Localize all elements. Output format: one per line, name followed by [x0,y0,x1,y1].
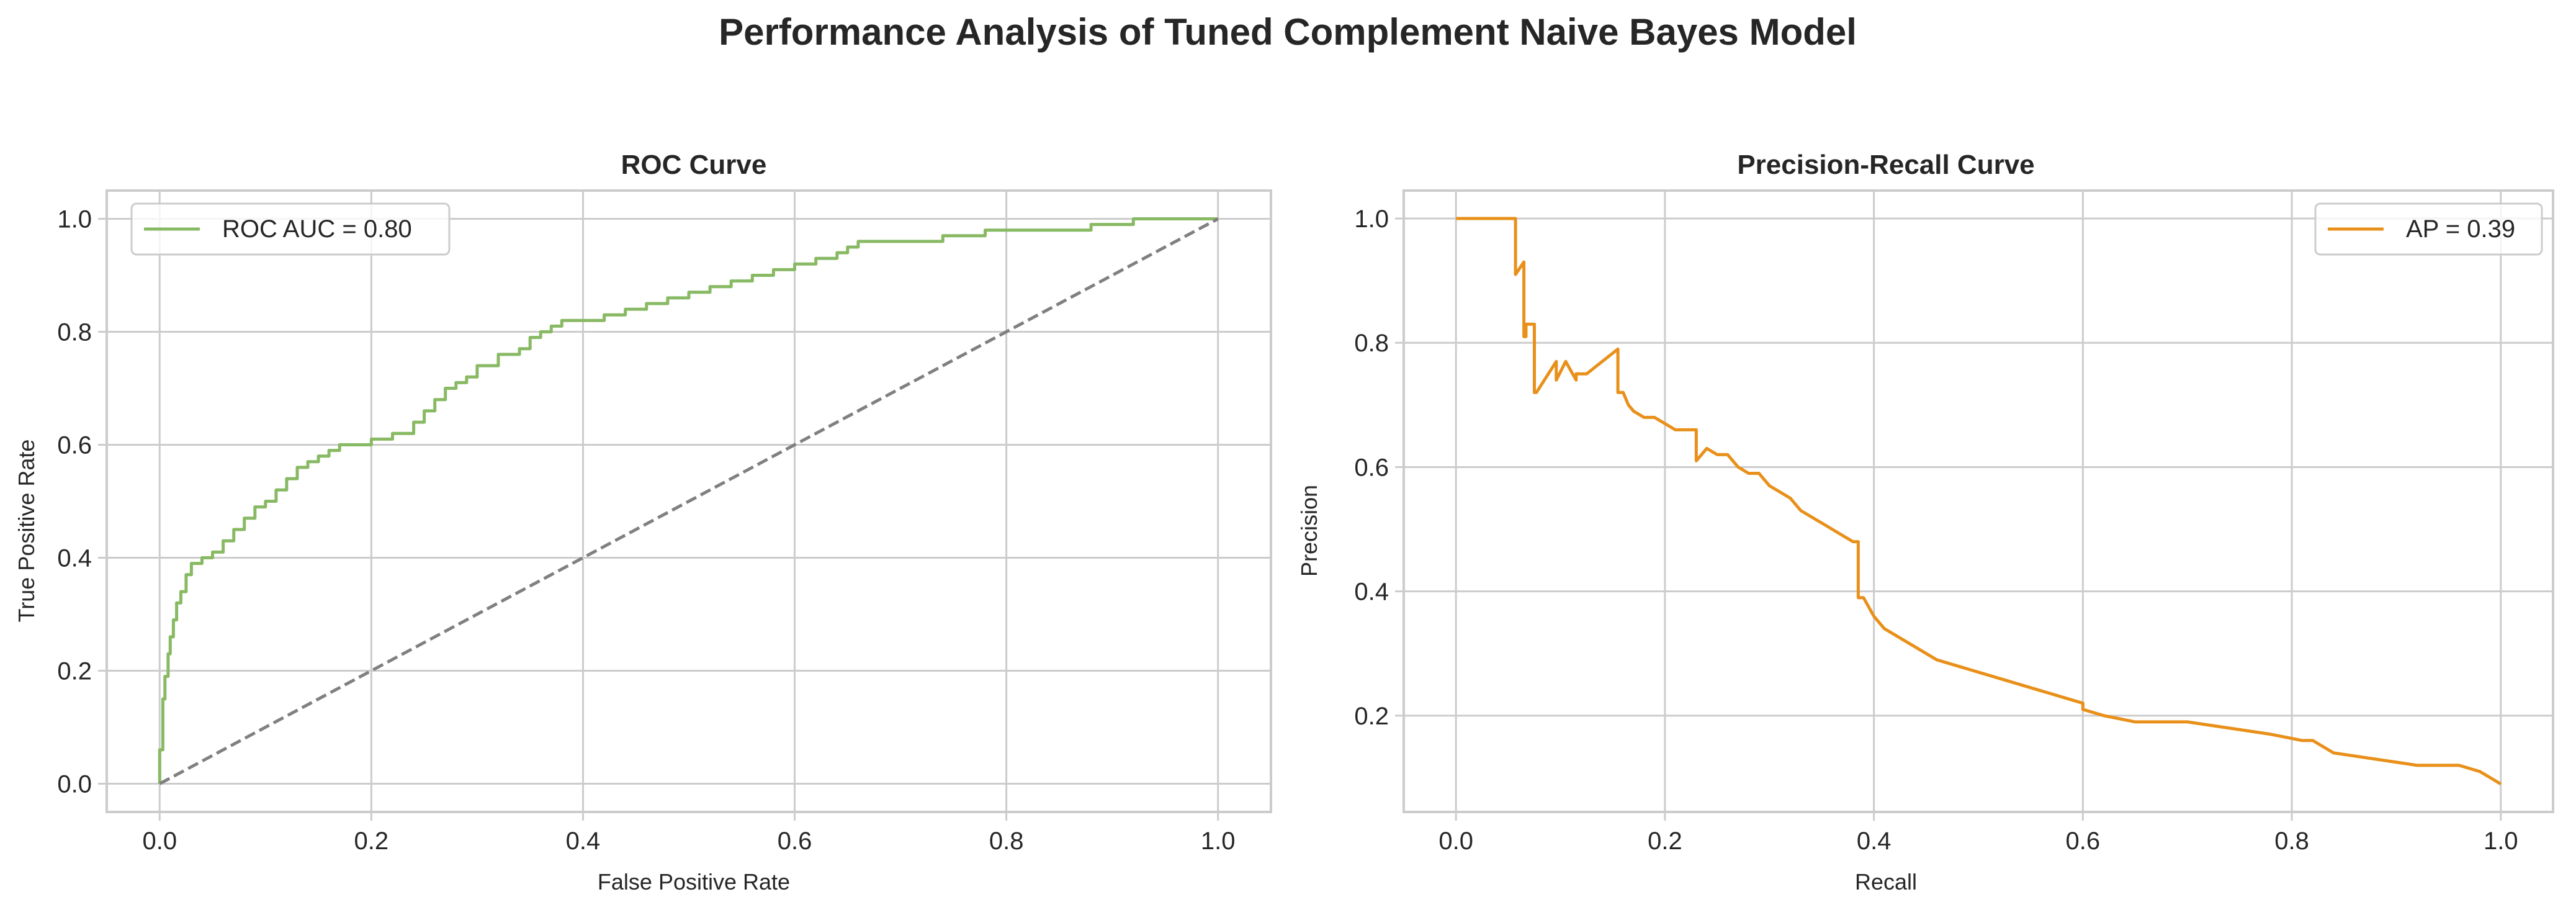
roc-y-ticks: 0.0 0.2 0.4 0.6 0.8 1.0 [57,206,107,798]
pr-x-tick-label: 0.4 [1857,827,1892,855]
roc-grid [107,191,1271,812]
roc-legend: ROC AUC = 0.80 [130,202,451,256]
pr-y-tick-label: 0.8 [1354,330,1389,357]
pr-y-ticks: 0.2 0.4 0.6 0.8 1.0 [1354,205,1404,730]
pr-x-tick-label: 0.6 [2066,827,2101,855]
roc-legend-label: ROC AUC = 0.80 [222,215,412,243]
roc-curve-line [158,217,1218,784]
pr-legend: AP = 0.39 [2314,202,2543,256]
pr-plot-frame [1402,189,2554,813]
roc-y-tick-label: 0.2 [57,658,92,685]
roc-chart-title: ROC Curve [621,150,767,180]
roc-x-tick-label: 0.6 [778,827,812,855]
pr-chart: Precision-Recall Curve 0.0 0.2 0.4 0.6 0.8 1.… [1296,150,2554,895]
pr-chart-title: Precision-Recall Curve [1737,150,2034,180]
pr-x-tick-label: 1.0 [2484,827,2518,855]
figure-title: Performance Analysis of Tuned Complement… [719,11,1857,53]
roc-x-ticks: 0.0 0.2 0.4 0.6 0.8 1.0 [142,812,1236,855]
roc-x-tick-label: 1.0 [1201,827,1236,855]
roc-x-tick-label: 0.2 [354,827,389,855]
roc-x-axis-label: False Positive Rate [598,869,790,895]
pr-y-tick-label: 0.6 [1354,454,1389,481]
pr-y-tick-label: 0.2 [1354,703,1389,730]
roc-y-tick-label: 1.0 [57,206,92,233]
pr-curve-line [1456,217,2502,786]
roc-y-tick-label: 0.8 [57,319,92,346]
pr-legend-label: AP = 0.39 [2406,215,2515,243]
roc-chart: ROC Curve 0.0 0.2 0.4 0.6 0.8 1.0 0.00.20.40.… [14,150,1272,895]
pr-x-ticks: 0.0 0.2 0.4 0.6 0.8 1.0 [1438,812,2518,855]
roc-x-tick-label: 0.0 [142,827,177,855]
pr-grid [1404,191,2553,812]
pr-x-tick-label: 0.0 [1438,827,1473,855]
roc-x-tick-label: 0.8 [989,827,1024,855]
roc-y-tick-label: 0.4 [57,545,92,572]
roc-legend-box [130,202,451,256]
pr-x-tick-label: 0.2 [1648,827,1682,855]
roc-y-tick-label: 0.0 [57,771,92,798]
roc-series [158,217,1219,785]
roc-y-tick-label: 0.6 [57,432,92,459]
pr-y-tick-label: 0.4 [1354,579,1389,606]
pr-legend-box [2314,202,2543,256]
roc-plot-frame [105,189,1272,813]
roc-x-tick-label: 0.4 [566,827,601,855]
pr-x-axis-label: Recall [1855,869,1917,895]
pr-x-tick-label: 0.8 [2274,827,2309,855]
pr-y-tick-label: 1.0 [1354,205,1389,233]
pr-y-axis-label: Precision [1296,485,1322,577]
roc-chance-diagonal [159,217,1219,785]
pr-series [1456,217,2502,786]
roc-y-axis-label: True Positive Rate [14,439,39,623]
